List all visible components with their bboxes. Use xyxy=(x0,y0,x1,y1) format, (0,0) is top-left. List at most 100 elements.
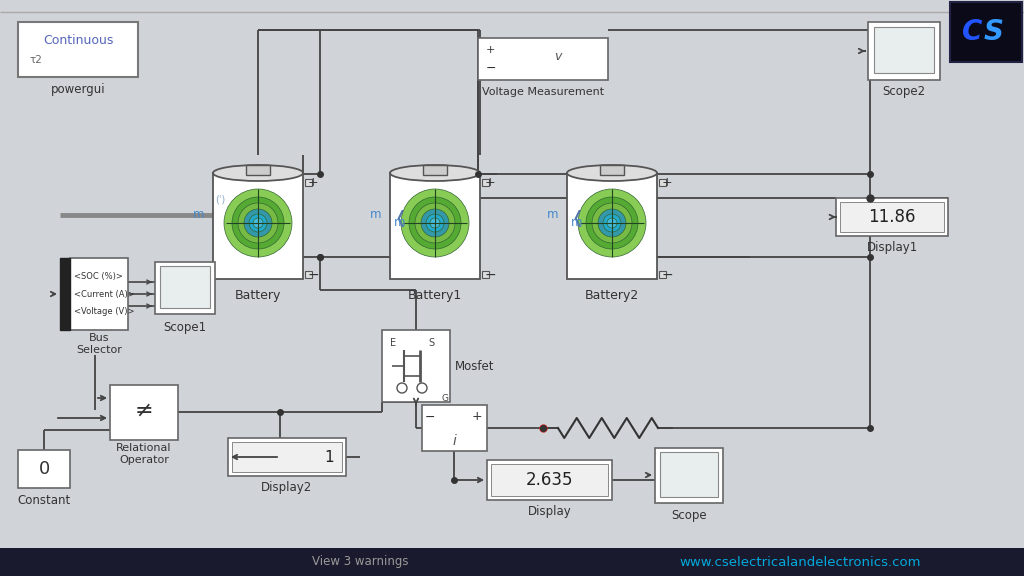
Text: −: − xyxy=(307,268,318,282)
Bar xyxy=(655,448,723,503)
Text: Battery2: Battery2 xyxy=(585,289,639,301)
Text: τ2: τ2 xyxy=(30,55,43,65)
Bar xyxy=(487,460,612,500)
Bar xyxy=(110,385,178,440)
Text: Constant: Constant xyxy=(17,494,71,506)
Circle shape xyxy=(421,209,449,237)
Text: Mosfet: Mosfet xyxy=(455,359,495,373)
Text: Bus
Selector: Bus Selector xyxy=(76,333,122,355)
Text: −: − xyxy=(425,411,435,423)
Text: Scope1: Scope1 xyxy=(164,320,207,334)
Text: Battery1: Battery1 xyxy=(408,289,462,301)
Text: Scope: Scope xyxy=(671,509,707,521)
Ellipse shape xyxy=(390,165,480,181)
Bar xyxy=(600,165,624,175)
Circle shape xyxy=(397,383,407,393)
Text: m: m xyxy=(394,215,406,229)
Text: −: − xyxy=(486,62,497,74)
Text: Display: Display xyxy=(527,506,571,518)
Text: +: + xyxy=(662,176,673,190)
Circle shape xyxy=(409,197,461,249)
Text: Relational
Operator: Relational Operator xyxy=(117,443,172,465)
Text: 2.635: 2.635 xyxy=(525,471,573,489)
Text: +: + xyxy=(484,176,496,190)
Bar xyxy=(950,2,1022,62)
Text: +: + xyxy=(472,411,482,423)
Text: ❬: ❬ xyxy=(393,209,407,227)
Text: m: m xyxy=(571,215,583,229)
Text: +: + xyxy=(486,45,496,55)
Text: (ˈ): (ˈ) xyxy=(215,195,225,205)
Bar xyxy=(659,271,666,278)
Text: Battery: Battery xyxy=(234,289,282,301)
Bar xyxy=(228,438,346,476)
Text: Continuous: Continuous xyxy=(43,33,114,47)
Bar xyxy=(390,173,480,279)
Text: Voltage Measurement: Voltage Measurement xyxy=(482,87,604,97)
Circle shape xyxy=(578,189,646,257)
Text: <SOC (%)>: <SOC (%)> xyxy=(74,271,123,281)
Text: ≠: ≠ xyxy=(135,400,154,420)
Bar xyxy=(490,464,608,496)
Circle shape xyxy=(607,218,617,228)
Circle shape xyxy=(586,197,638,249)
Text: Display2: Display2 xyxy=(261,482,312,495)
Text: v: v xyxy=(554,50,562,63)
Text: −: − xyxy=(662,268,673,282)
Circle shape xyxy=(401,189,469,257)
Circle shape xyxy=(430,218,440,228)
Text: S: S xyxy=(984,18,1004,46)
Bar xyxy=(0,548,1024,576)
Text: C: C xyxy=(962,18,982,46)
Circle shape xyxy=(253,218,263,228)
Bar xyxy=(155,262,215,314)
Ellipse shape xyxy=(213,165,303,181)
Bar xyxy=(868,22,940,80)
Text: Display1: Display1 xyxy=(866,241,918,255)
Text: E: E xyxy=(390,338,396,348)
Circle shape xyxy=(224,189,292,257)
Bar xyxy=(478,38,608,80)
Ellipse shape xyxy=(567,165,657,181)
Text: 0: 0 xyxy=(38,460,49,478)
Bar xyxy=(422,405,487,451)
Circle shape xyxy=(603,214,621,232)
Text: m: m xyxy=(547,209,559,222)
Text: −: − xyxy=(484,268,496,282)
Text: m: m xyxy=(371,209,382,222)
Bar xyxy=(482,271,489,278)
Bar xyxy=(874,27,934,73)
Text: ❬: ❬ xyxy=(570,209,584,227)
Text: View 3 warnings: View 3 warnings xyxy=(311,555,409,569)
Bar xyxy=(482,179,489,186)
Circle shape xyxy=(415,203,455,243)
Bar xyxy=(305,271,312,278)
Text: 1: 1 xyxy=(325,449,334,464)
Circle shape xyxy=(244,209,272,237)
Bar xyxy=(836,198,948,236)
Circle shape xyxy=(238,203,278,243)
Text: <Current (A)>: <Current (A)> xyxy=(74,290,135,298)
Bar xyxy=(213,173,303,279)
Text: S: S xyxy=(428,338,434,348)
Bar xyxy=(160,266,210,308)
Bar xyxy=(18,22,138,77)
Bar xyxy=(246,165,270,175)
Text: 11.86: 11.86 xyxy=(868,208,915,226)
Circle shape xyxy=(592,203,632,243)
Circle shape xyxy=(598,209,626,237)
Text: m: m xyxy=(194,209,205,222)
Text: www.cselectricalandelectronics.com: www.cselectricalandelectronics.com xyxy=(679,555,921,569)
Bar xyxy=(423,165,447,175)
Text: G: G xyxy=(442,394,449,403)
Circle shape xyxy=(426,214,444,232)
Bar xyxy=(305,179,312,186)
Text: Scope2: Scope2 xyxy=(883,85,926,98)
Circle shape xyxy=(417,383,427,393)
Text: +: + xyxy=(307,176,318,190)
Bar xyxy=(840,202,944,232)
Bar xyxy=(232,442,342,472)
Bar xyxy=(660,452,718,497)
Circle shape xyxy=(249,214,267,232)
Text: <Voltage (V)>: <Voltage (V)> xyxy=(74,308,134,316)
